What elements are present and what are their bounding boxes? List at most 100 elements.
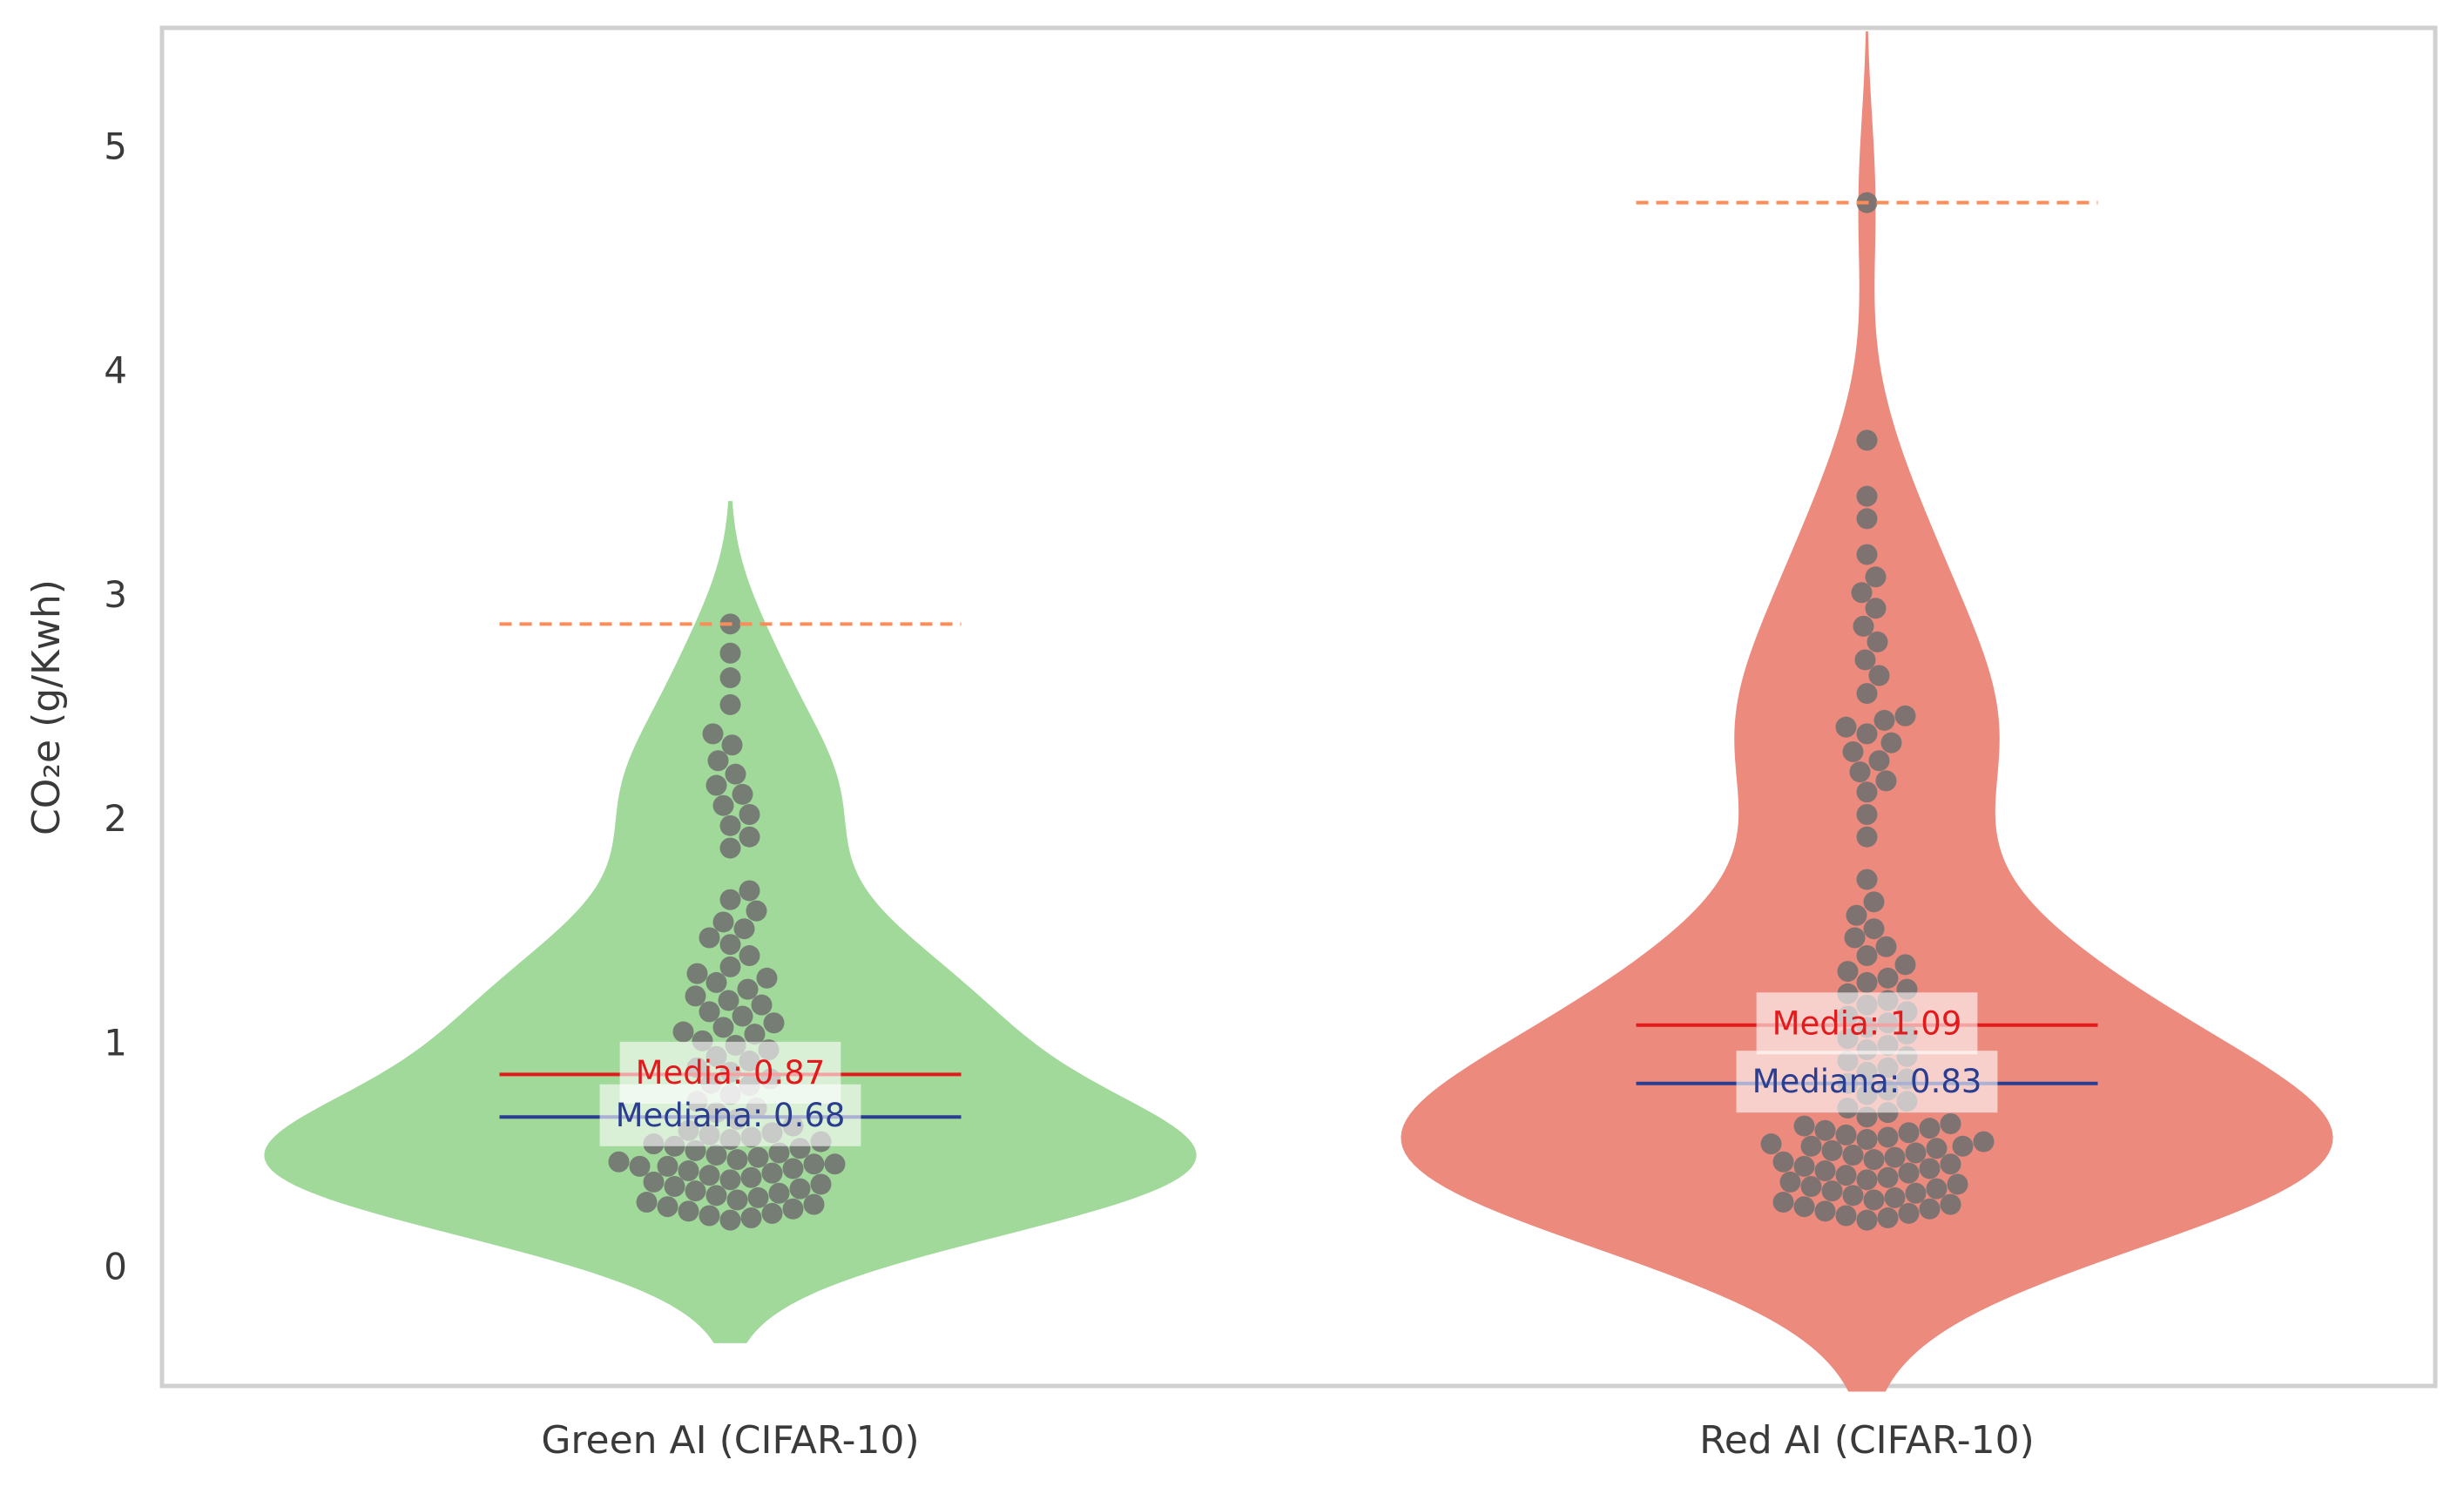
data-point: [705, 971, 727, 993]
data-point: [1793, 1115, 1815, 1137]
data-point: [1973, 1131, 1995, 1152]
data-point: [1856, 429, 1878, 451]
y-tick-label: 2: [104, 797, 127, 840]
data-point: [1952, 1135, 1974, 1157]
y-tick-label: 5: [104, 125, 127, 167]
data-point: [1877, 967, 1899, 989]
data-point: [1856, 826, 1878, 848]
data-point: [1868, 750, 1890, 772]
data-point: [739, 826, 760, 848]
data-point: [705, 1145, 727, 1166]
data-point: [702, 723, 724, 745]
y-tick-label: 0: [104, 1246, 127, 1288]
data-point: [1793, 1155, 1815, 1177]
data-point: [1947, 1173, 1968, 1195]
data-point: [782, 1198, 804, 1220]
data-point: [672, 1021, 694, 1043]
data-point: [1842, 740, 1864, 762]
data-point: [789, 1178, 811, 1200]
data-point: [719, 1209, 741, 1231]
data-point: [1842, 1185, 1864, 1206]
data-point: [744, 1024, 766, 1045]
data-point: [1856, 508, 1878, 530]
data-point: [1898, 1202, 1920, 1224]
data-point: [1877, 1166, 1899, 1188]
data-point: [824, 1153, 846, 1175]
data-point: [1898, 1122, 1920, 1144]
data-point: [1821, 1180, 1843, 1202]
stat-label: Mediana: 0.83: [1752, 1063, 1982, 1100]
stat-label: Media: 1.09: [1772, 1004, 1962, 1042]
violin: [1401, 30, 2333, 1392]
data-point: [719, 667, 741, 689]
data-point: [1835, 1165, 1857, 1186]
data-point: [1842, 1145, 1864, 1166]
data-point: [763, 1012, 785, 1034]
y-tick-label: 1: [104, 1021, 127, 1064]
data-point: [1875, 936, 1897, 957]
data-point: [719, 956, 741, 977]
data-point: [705, 1185, 727, 1206]
data-point: [747, 1186, 769, 1208]
data-point: [761, 1202, 783, 1224]
data-point: [1854, 649, 1876, 671]
data-point: [705, 774, 727, 796]
data-point: [657, 1196, 678, 1218]
data-point: [782, 1158, 804, 1179]
data-point: [719, 934, 741, 956]
data-point: [721, 734, 743, 756]
data-point: [803, 1153, 825, 1175]
data-point: [1779, 1171, 1801, 1193]
data-point: [719, 889, 741, 910]
data-point: [1919, 1198, 1941, 1220]
data-point: [719, 1169, 741, 1191]
x-tick-label: Red AI (CIFAR-10): [1699, 1418, 2035, 1463]
data-point: [1814, 1200, 1836, 1222]
data-point: [1835, 1205, 1857, 1227]
data-point: [768, 1182, 790, 1204]
data-point: [636, 1192, 658, 1213]
data-point: [1905, 1142, 1927, 1164]
data-point: [732, 1005, 753, 1027]
data-point: [739, 880, 760, 902]
data-point: [756, 967, 778, 989]
data-point: [608, 1151, 630, 1173]
data-point: [747, 1146, 769, 1168]
data-point: [629, 1155, 651, 1177]
data-point: [1856, 1129, 1878, 1151]
data-point: [1905, 1182, 1927, 1204]
data-point: [1821, 1139, 1843, 1161]
data-point: [1856, 485, 1878, 507]
y-axis-label: CO₂e (g/Kwh): [24, 579, 69, 835]
data-point: [1856, 1209, 1878, 1231]
data-point: [1846, 904, 1867, 926]
data-point: [685, 985, 706, 1007]
data-point: [1919, 1118, 1941, 1139]
data-point: [1760, 1133, 1782, 1155]
data-point: [664, 1176, 685, 1198]
data-point: [1940, 1113, 1961, 1135]
data-point: [686, 963, 708, 984]
data-point: [699, 1205, 720, 1227]
data-point: [1875, 770, 1897, 792]
data-point: [1894, 705, 1916, 727]
data-point: [1835, 1124, 1857, 1146]
data-point: [1884, 1146, 1906, 1168]
y-tick-label: 3: [104, 573, 127, 616]
data-point: [1868, 665, 1890, 686]
data-point: [712, 1017, 734, 1038]
data-point: [699, 927, 720, 949]
data-point: [1863, 1149, 1885, 1171]
data-point: [739, 945, 760, 967]
data-point: [725, 763, 746, 785]
data-point: [739, 803, 760, 825]
data-point: [718, 990, 739, 1011]
data-point: [1814, 1160, 1836, 1182]
data-point: [768, 1142, 790, 1164]
data-point: [1867, 631, 1888, 652]
data-point: [719, 642, 741, 664]
data-point: [1863, 1189, 1885, 1211]
data-point: [707, 750, 729, 772]
